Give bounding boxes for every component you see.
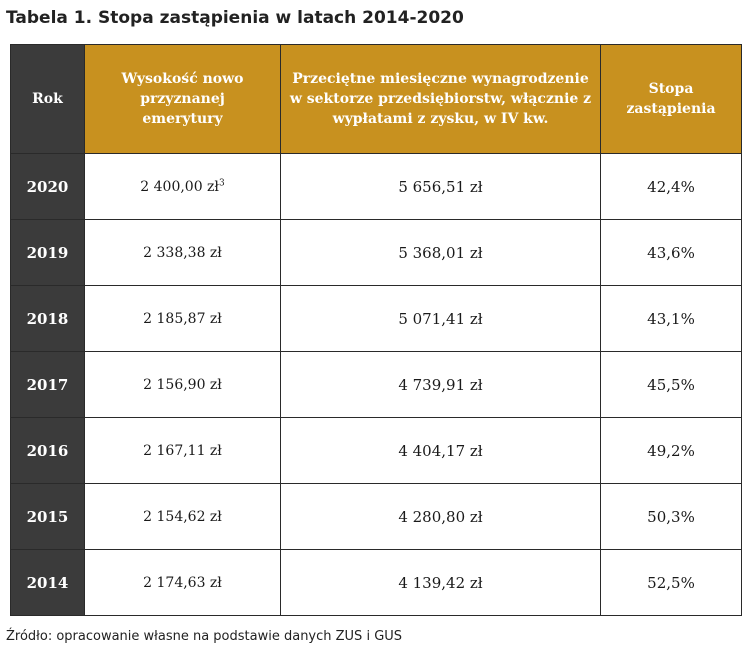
table-row: 2016 2 167,11 zł 4 404,17 zł 49,2% — [10, 417, 742, 484]
wage-cell: 4 404,17 zł — [280, 417, 601, 484]
pension-value: 2 174,63 zł — [143, 574, 222, 591]
pension-cell: 2 174,63 zł — [84, 549, 281, 616]
pension-value: 2 338,38 zł — [143, 244, 222, 261]
pension-cell: 2 185,87 zł — [84, 285, 281, 352]
year-cell: 2019 — [10, 219, 85, 286]
wage-cell: 5 656,51 zł — [280, 153, 601, 220]
pension-value: 2 185,87 zł — [143, 310, 222, 327]
table-row: 2017 2 156,90 zł 4 739,91 zł 45,5% — [10, 351, 742, 418]
column-header-wage-label: Przeciętne miesięczne wynagrodzenie w se… — [289, 71, 592, 127]
column-header-year-label: Rok — [32, 91, 63, 107]
rate-cell: 43,6% — [600, 219, 742, 286]
table-row: 2014 2 174,63 zł 4 139,42 zł 52,5% — [10, 549, 742, 616]
year-cell: 2014 — [10, 549, 85, 616]
year-cell: 2015 — [10, 483, 85, 550]
rate-cell: 50,3% — [600, 483, 742, 550]
pension-cell: 2 338,38 zł — [84, 219, 281, 286]
pension-cell: 2 154,62 zł — [84, 483, 281, 550]
column-header-pension: Wysokość nowo przyznanej emerytury — [84, 44, 281, 154]
pension-value: 2 167,11 zł — [143, 442, 222, 459]
year-cell: 2017 — [10, 351, 85, 418]
year-cell: 2020 — [10, 153, 85, 220]
pension-value: 2 400,00 zł — [140, 178, 219, 195]
replacement-rate-table: Rok Wysokość nowo przyznanej emerytury P… — [10, 44, 742, 616]
column-header-pension-label: Wysokość nowo przyznanej emerytury — [121, 71, 244, 127]
rate-cell: 43,1% — [600, 285, 742, 352]
wage-cell: 4 280,80 zł — [280, 483, 601, 550]
pension-value: 2 156,90 zł — [143, 376, 222, 393]
table-row: 2019 2 338,38 zł 5 368,01 zł 43,6% — [10, 219, 742, 286]
rate-cell: 45,5% — [600, 351, 742, 418]
pension-cell: 2 156,90 zł — [84, 351, 281, 418]
wage-cell: 4 139,42 zł — [280, 549, 601, 616]
table-row: 2020 2 400,00 zł3 5 656,51 zł 42,4% — [10, 153, 742, 220]
column-header-rate: Stopa zastąpienia — [600, 44, 742, 154]
table-row: 2015 2 154,62 zł 4 280,80 zł 50,3% — [10, 483, 742, 550]
table-title: Tabela 1. Stopa zastąpienia w latach 201… — [6, 8, 464, 28]
rate-cell: 42,4% — [600, 153, 742, 220]
table-body: 2020 2 400,00 zł3 5 656,51 zł 42,4% 2019 2 33… — [10, 153, 742, 616]
year-cell: 2018 — [10, 285, 85, 352]
pension-cell: 2 167,11 zł — [84, 417, 281, 484]
wage-cell: 5 368,01 zł — [280, 219, 601, 286]
table-row: 2018 2 185,87 zł 5 071,41 zł 43,1% — [10, 285, 742, 352]
pension-cell: 2 400,00 zł3 — [84, 153, 281, 220]
column-header-rate-label: Stopa zastąpienia — [626, 81, 716, 117]
column-header-wage: Przeciętne miesięczne wynagrodzenie w se… — [280, 44, 601, 154]
year-cell: 2016 — [10, 417, 85, 484]
table-header-row: Rok Wysokość nowo przyznanej emerytury P… — [10, 44, 742, 154]
column-header-year: Rok — [10, 44, 85, 154]
source-note: Źródło: opracowanie własne na podstawie … — [6, 629, 403, 644]
rate-cell: 52,5% — [600, 549, 742, 616]
wage-cell: 5 071,41 zł — [280, 285, 601, 352]
rate-cell: 49,2% — [600, 417, 742, 484]
pension-value: 2 154,62 zł — [143, 508, 222, 525]
wage-cell: 4 739,91 zł — [280, 351, 601, 418]
footnote-marker: 3 — [218, 177, 225, 188]
